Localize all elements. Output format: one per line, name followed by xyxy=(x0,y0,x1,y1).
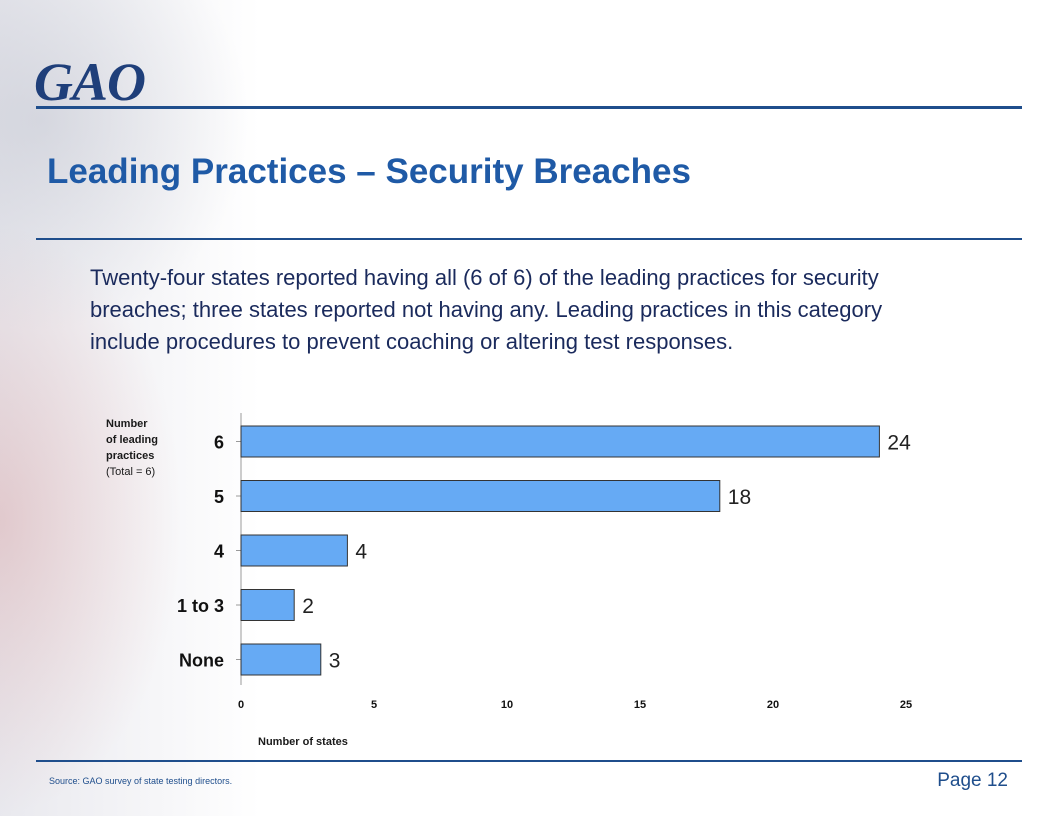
page-title: Leading Practices – Security Breaches xyxy=(47,152,691,191)
value-label: 18 xyxy=(728,486,751,509)
bar-chart: 6 24 5 18 4 4 1 to 3 2 None 3 0 5 10 15 20 25 xyxy=(177,413,912,711)
value-label: 3 xyxy=(329,650,341,673)
category-label: 5 xyxy=(214,487,224,507)
y-axis-label-line: Number xyxy=(106,418,148,430)
y-axis-label-line: (Total = 6) xyxy=(106,466,156,478)
header-rule xyxy=(36,106,1022,109)
bar xyxy=(240,425,880,458)
bar xyxy=(240,480,721,512)
source-note: Source: GAO survey of state testing dire… xyxy=(49,776,233,786)
category-label: 1 to 3 xyxy=(177,596,224,616)
y-axis-label-line: practices xyxy=(106,450,155,462)
value-label: 24 xyxy=(887,432,911,455)
title-rule xyxy=(36,238,1022,240)
bar xyxy=(240,534,348,567)
gao-logo: GAO xyxy=(34,52,146,112)
bar xyxy=(240,643,322,676)
x-axis-label: Number of states xyxy=(258,736,348,748)
x-tick-label: 5 xyxy=(371,699,377,711)
footer-rule xyxy=(36,760,1022,762)
x-tick-label: 20 xyxy=(767,699,779,711)
y-axis-label-line: of leading xyxy=(106,434,158,446)
x-tick-label: 15 xyxy=(634,699,646,711)
category-label: None xyxy=(179,651,224,671)
category-label: 4 xyxy=(214,542,224,562)
x-tick-label: 0 xyxy=(238,699,244,711)
page-number: Page 12 xyxy=(937,770,1008,791)
value-label: 2 xyxy=(302,595,314,618)
x-tick-label: 25 xyxy=(900,699,912,711)
bar xyxy=(240,589,295,621)
x-tick-label: 10 xyxy=(501,699,513,711)
category-label: 6 xyxy=(214,433,224,453)
value-label: 4 xyxy=(355,541,367,564)
y-axis-label: Number of leading practices (Total = 6) xyxy=(106,416,186,480)
intro-text: Twenty-four states reported having all (… xyxy=(90,265,883,354)
